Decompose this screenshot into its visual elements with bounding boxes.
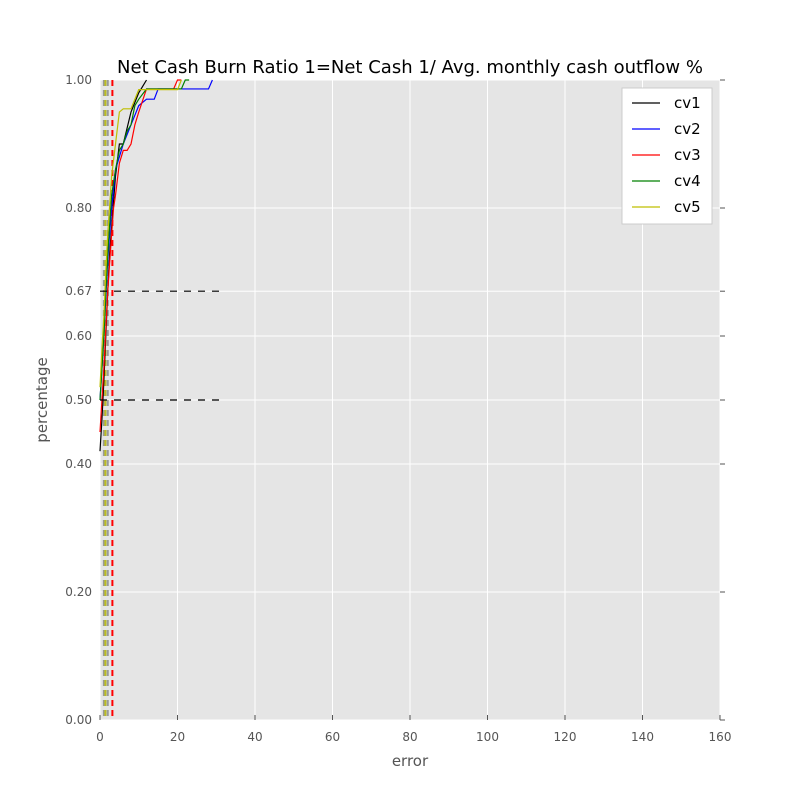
x-tick-label: 120 (554, 730, 577, 744)
x-tick-label: 20 (170, 730, 185, 744)
horizontal-reference-lines (100, 290, 224, 401)
series-line-cv4 (99, 79, 190, 401)
y-tick-label: 0.20 (65, 585, 92, 599)
y-tick-label: 0.67 (65, 284, 92, 298)
x-tick-label: 160 (709, 730, 732, 744)
x-tick-labels: 0 20 40 60 80 100 120 140 160 (96, 730, 731, 744)
x-tick-label: 40 (247, 730, 262, 744)
x-tick-label: 80 (402, 730, 417, 744)
legend-label: cv5 (674, 198, 701, 216)
y-tick-label: 0.60 (65, 329, 92, 343)
series-line-cv5 (99, 79, 182, 388)
y-tick-label: 0.40 (65, 457, 92, 471)
series-line-cv1 (99, 79, 148, 452)
legend-label: cv1 (674, 94, 701, 112)
y-tick-label: 0.50 (65, 393, 92, 407)
y-tick-label: 0.00 (65, 713, 92, 727)
x-axis-label: error (392, 752, 429, 770)
x-tick-label: 100 (476, 730, 499, 744)
series-lines (99, 79, 213, 452)
legend-box (621, 87, 713, 225)
y-axis-label: percentage (33, 357, 51, 442)
y-tick-labels: 0.00 0.20 0.40 0.50 0.60 0.67 0.80 1.00 (65, 73, 92, 727)
legend-label: cv3 (674, 146, 701, 164)
y-tick-label: 1.00 (65, 73, 92, 87)
legend-label: cv2 (674, 120, 701, 138)
legend: cv1 cv2 cv3 cv4 cv5 (621, 87, 713, 225)
axis-ticks (99, 79, 725, 721)
y-tick-label: 0.80 (65, 201, 92, 215)
x-tick-label: 140 (631, 730, 654, 744)
legend-label: cv4 (674, 172, 701, 190)
x-tick-label: 0 (96, 730, 104, 744)
x-tick-label: 60 (325, 730, 340, 744)
chart-title: Net Cash Burn Ratio 1=Net Cash 1/ Avg. m… (117, 57, 703, 78)
